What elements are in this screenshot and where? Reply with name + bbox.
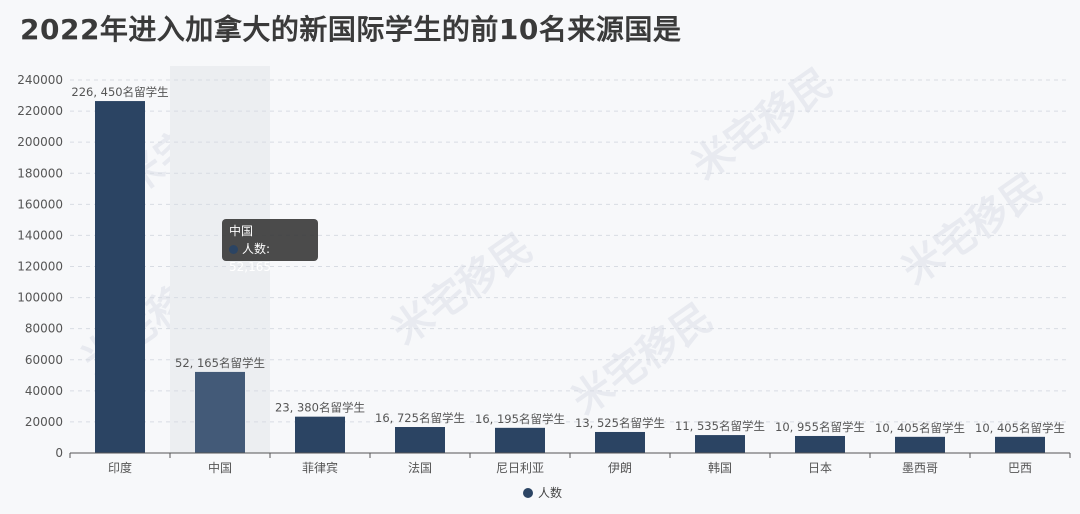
x-axis: 印度 中国 菲律宾 法国 尼日利亚 伊朗 韩国 日本 墨西哥 巴西 <box>69 452 1071 475</box>
bar[interactable] <box>195 371 245 453</box>
y-tick-label: 20000 <box>25 415 63 429</box>
data-label: 226, 450名留学生 <box>71 85 168 99</box>
tooltip-series-dot <box>229 245 238 254</box>
y-tick-label: 80000 <box>25 322 63 336</box>
grid-lines <box>70 79 1070 423</box>
data-label: 10, 405名留学生 <box>875 421 965 435</box>
y-tick-label: 240000 <box>17 73 63 87</box>
data-label: 16, 725名留学生 <box>375 411 465 425</box>
watermark-text: 米宅移民 <box>684 60 841 189</box>
bar[interactable] <box>795 435 845 453</box>
y-tick-label: 40000 <box>25 384 63 398</box>
data-label: 23, 380名留学生 <box>275 401 365 415</box>
data-label: 10, 405名留学生 <box>975 421 1065 435</box>
x-tick-label: 墨西哥 <box>902 461 938 475</box>
data-label: 11, 535名留学生 <box>675 419 765 433</box>
data-label: 52, 165名留学生 <box>175 356 265 370</box>
x-tick-label: 日本 <box>808 461 832 475</box>
bar[interactable] <box>595 431 645 453</box>
y-tick-label: 160000 <box>17 197 63 211</box>
y-tick-label: 120000 <box>17 260 63 274</box>
x-tick-label: 菲律宾 <box>302 460 338 475</box>
bar-labels: 226, 450名留学生 52, 165名留学生 23, 380名留学生 16, 72… <box>71 85 1065 435</box>
bars <box>95 101 1045 453</box>
y-tick-label: 60000 <box>25 353 63 367</box>
bar[interactable] <box>895 436 945 453</box>
tooltip: 中国 人数: 52,165 <box>222 219 318 274</box>
x-tick-label: 尼日利亚 <box>496 461 544 475</box>
tooltip-row: 人数: 52,165 <box>229 240 311 276</box>
x-tick-label: 伊朗 <box>608 461 632 475</box>
y-tick-label: 100000 <box>17 291 63 305</box>
bar[interactable] <box>995 436 1045 453</box>
x-tick-label: 巴西 <box>1008 461 1032 475</box>
y-axis: 0 20000 40000 60000 80000 100000 120000 140000 1… <box>17 73 63 460</box>
tooltip-value: 人数: 52,165 <box>229 242 271 274</box>
x-tick-label: 法国 <box>408 461 432 475</box>
y-tick-label: 140000 <box>17 228 63 242</box>
legend-marker[interactable] <box>523 488 533 498</box>
x-tick-label: 印度 <box>108 460 132 475</box>
watermark-text: 米宅移民 <box>384 225 541 354</box>
y-tick-label: 220000 <box>17 104 63 118</box>
y-tick-label: 180000 <box>17 166 63 180</box>
watermark-text: 米宅移民 <box>894 165 1051 294</box>
bar[interactable] <box>695 435 745 453</box>
x-tick-label: 韩国 <box>708 460 732 475</box>
y-tick-label: 200000 <box>17 135 63 149</box>
x-tick-label: 中国 <box>208 460 232 475</box>
y-tick-label: 0 <box>55 446 63 460</box>
bar[interactable] <box>495 427 545 453</box>
bar[interactable] <box>95 101 145 453</box>
legend-label[interactable]: 人数 <box>538 485 562 500</box>
bar[interactable] <box>295 416 345 453</box>
tooltip-title: 中国 <box>229 224 254 238</box>
data-label: 16, 195名留学生 <box>475 412 565 426</box>
bar[interactable] <box>395 427 445 453</box>
data-label: 13, 525名留学生 <box>575 416 665 430</box>
data-label: 10, 955名留学生 <box>775 420 865 434</box>
legend[interactable]: 人数 <box>523 485 562 500</box>
chart-title: 2022年进入加拿大的新国际学生的前10名来源国是 <box>20 13 682 46</box>
